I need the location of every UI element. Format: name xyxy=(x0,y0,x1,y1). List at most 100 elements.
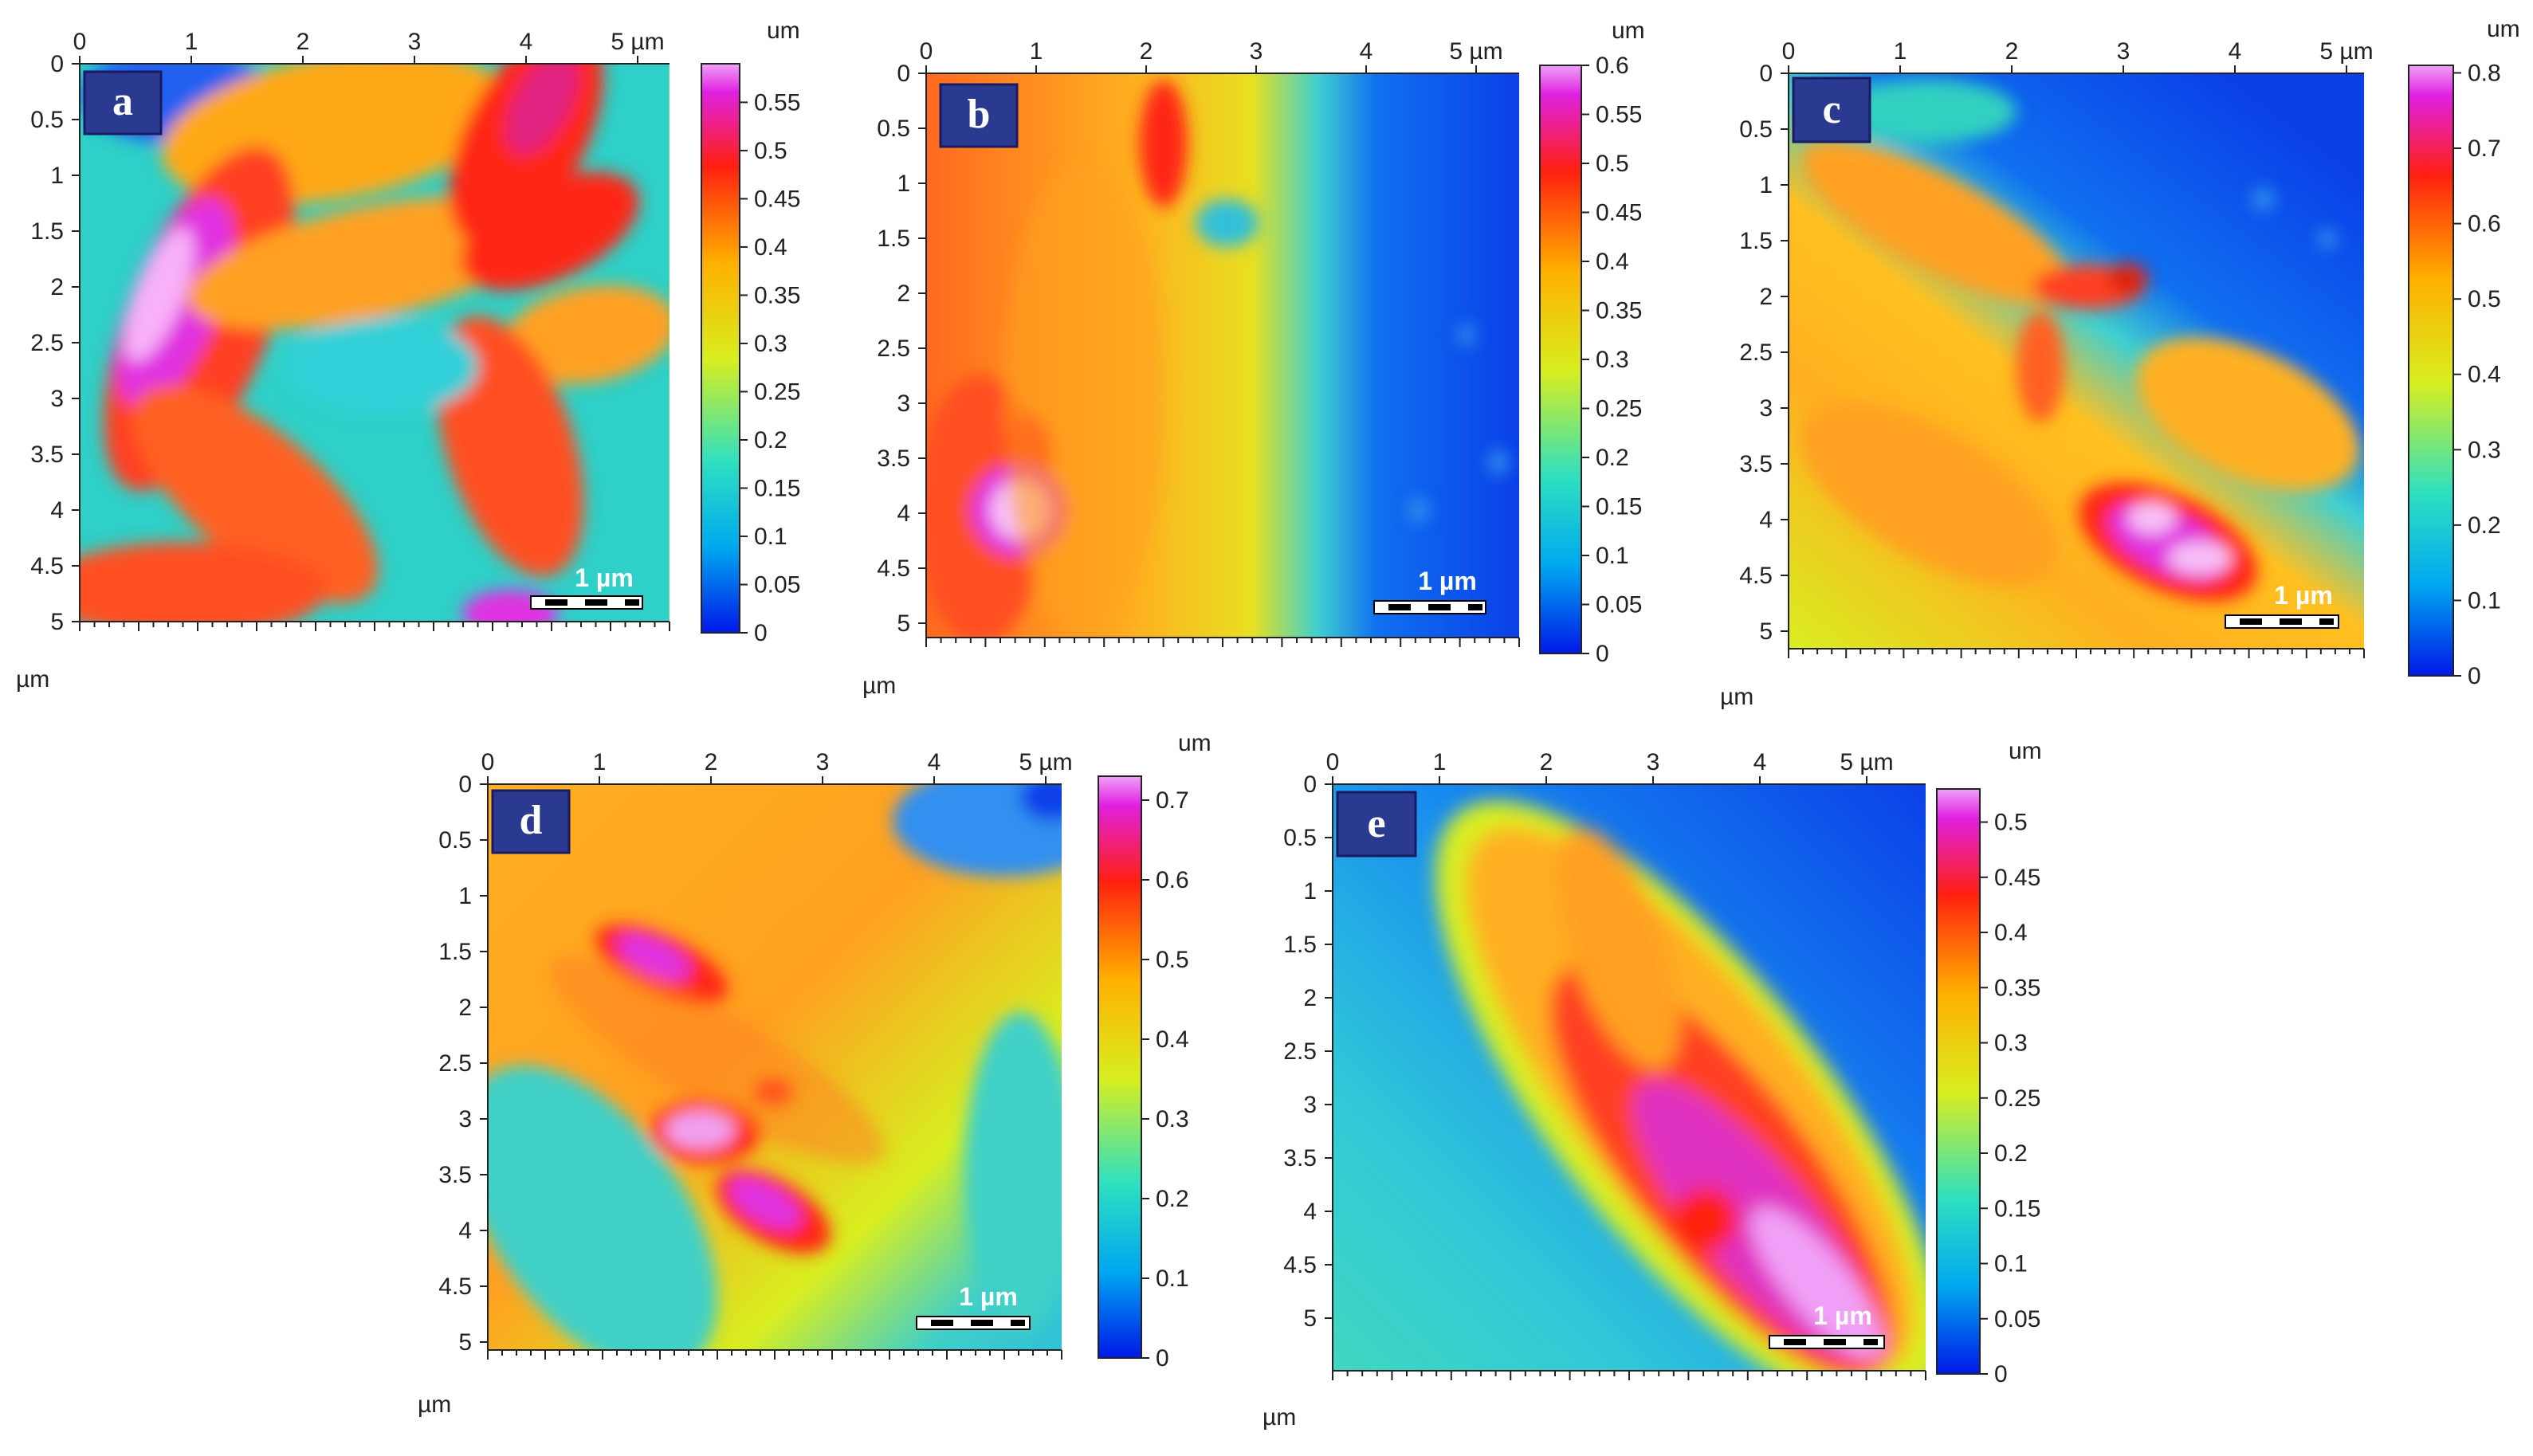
y-tick-label: 1.5 xyxy=(438,939,472,965)
colorbar-tick-label: 0.05 xyxy=(1596,592,1642,618)
x-tick-label: 0 xyxy=(73,29,87,55)
panel-label-badge-d xyxy=(491,789,571,854)
afm-image-d xyxy=(488,784,1062,1350)
colorbar-tick-label: 0.3 xyxy=(1596,347,1629,373)
colorbar-tick-label: 0.2 xyxy=(1596,445,1629,471)
panel-d-svg: 0 1 2 3 4 5 µm 0 0.5 1 1.5 2 2.5 3 3.5 4 4.5 5 µm d 1 µ… xyxy=(418,730,1212,1418)
axis-unit-d: µm xyxy=(418,1391,451,1418)
y-tick-label: 2.5 xyxy=(30,330,64,356)
panel-label-badge-e xyxy=(1336,791,1417,858)
colorbar-tick-label: 0.1 xyxy=(754,524,787,550)
colorbar-d xyxy=(1098,775,1142,1359)
colorbar-tick-label: 0.5 xyxy=(1994,810,2028,836)
colorbar-tick-label: 0.4 xyxy=(1156,1026,1189,1053)
x-tick-label: 4 xyxy=(928,749,941,775)
x-tick-label: 4 xyxy=(520,29,533,55)
y-tick-label: 2.5 xyxy=(438,1050,472,1077)
colorbar-tick-label: 0.45 xyxy=(1596,200,1642,226)
colorbar-tick-label: 0.2 xyxy=(2468,512,2501,539)
colorbar-tick-label: 0.3 xyxy=(754,331,787,357)
y-tick-label: 4.5 xyxy=(1283,1252,1317,1278)
panel-label-b: b xyxy=(968,92,991,137)
colorbar-unit-c: um xyxy=(2487,16,2520,42)
x-tick-label: 0 xyxy=(1326,749,1340,775)
colorbar-tick-label: 0.2 xyxy=(1156,1186,1189,1212)
y-tick-label: 1.5 xyxy=(1739,228,1773,254)
y-tick-label: 3.5 xyxy=(438,1162,472,1188)
colorbar-tick-label: 0.15 xyxy=(754,475,800,501)
y-axis-ticks-c: 0 0.5 1 1.5 2 2.5 3 3.5 4 4.5 5 xyxy=(1739,61,1789,645)
y-tick-label: 1 xyxy=(50,163,64,189)
x-tick-label: 5 µm xyxy=(2319,38,2373,65)
y-tick-label: 3.5 xyxy=(1283,1145,1317,1171)
colorbar-tick-label: 0 xyxy=(1156,1345,1169,1372)
y-tick-label: 1 xyxy=(1759,172,1773,198)
x-axis-ticks-c: 0 1 2 3 4 5 µm xyxy=(1782,38,2374,658)
x-tick-label: 1 xyxy=(185,29,198,55)
y-tick-label: 4 xyxy=(897,500,910,527)
y-tick-label: 3 xyxy=(50,386,64,412)
afm-image-b xyxy=(926,73,1519,638)
x-tick-label: 4 xyxy=(1753,749,1767,775)
panel-a: 0 1 2 3 4 5 µm 0 0.5 1 1.5 2 2.5 3 3.5 4 4.5 5 µm a 1 µ… xyxy=(0,0,845,701)
colorbar-tick-label: 0 xyxy=(2468,663,2481,689)
y-tick-label: 4.5 xyxy=(1739,563,1773,589)
x-axis-ticks-b: 0 1 2 3 4 5 µm xyxy=(920,38,1520,647)
colorbar-b xyxy=(1539,65,1582,654)
y-axis-ticks-e: 0 0.5 1 1.5 2 2.5 3 3.5 4 4.5 5 xyxy=(1283,771,1333,1332)
y-tick-label: 4 xyxy=(1303,1199,1317,1225)
colorbar-e xyxy=(1936,788,1981,1375)
y-axis-ticks-d: 0 0.5 1 1.5 2 2.5 3 3.5 4 4.5 5 xyxy=(438,771,488,1356)
colorbar-tick-label: 0.7 xyxy=(2468,135,2501,162)
scale-bar-b xyxy=(1373,600,1486,614)
colorbar-ticks-c: 0 0.1 0.2 0.3 0.4 0.5 0.6 0.7 0.8 xyxy=(2453,60,2501,689)
colorbar-tick-label: 0 xyxy=(754,620,768,646)
y-tick-label: 2 xyxy=(1759,284,1773,310)
x-tick-label: 2 xyxy=(1140,38,1153,65)
scale-bar-label-d: 1 µm xyxy=(959,1282,1018,1311)
colorbar-tick-label: 0.15 xyxy=(1994,1195,2040,1222)
colorbar-tick-label: 0.05 xyxy=(1994,1306,2040,1332)
y-tick-label: 4 xyxy=(458,1218,472,1244)
colorbar-tick-label: 0.45 xyxy=(1994,865,2040,891)
colorbar-tick-label: 0.1 xyxy=(1994,1251,2028,1277)
colorbar-tick-label: 0.5 xyxy=(754,138,787,164)
colorbar-tick-label: 0.3 xyxy=(2468,437,2501,463)
panel-label-e: e xyxy=(1367,801,1385,846)
colorbar-tick-label: 0.4 xyxy=(754,234,787,261)
panel-c-svg: 0 1 2 3 4 5 µm 0 0.5 1 1.5 2 2.5 3 3.5 4 4.5 5 µm c 1 µ… xyxy=(1720,16,2520,710)
y-tick-label: 0.5 xyxy=(1283,825,1317,851)
axis-unit-c: µm xyxy=(1720,684,1753,710)
colorbar-tick-label: 0.5 xyxy=(2468,286,2501,312)
x-tick-label: 3 xyxy=(2117,38,2130,65)
y-tick-label: 0 xyxy=(1303,771,1317,798)
x-tick-label: 0 xyxy=(1782,38,1796,65)
scale-bar-label-b: 1 µm xyxy=(1418,567,1477,595)
y-tick-label: 0.5 xyxy=(438,827,472,854)
panel-label-badge-b xyxy=(939,83,1019,148)
y-tick-label: 5 xyxy=(50,609,64,635)
y-tick-label: 4 xyxy=(1759,507,1773,533)
x-tick-label: 2 xyxy=(705,749,718,775)
axis-unit-a: µm xyxy=(16,666,49,693)
colorbar-tick-label: 0.7 xyxy=(1156,787,1189,814)
afm-image-a xyxy=(80,64,670,622)
colorbar-ticks-d: 0 0.1 0.2 0.3 0.4 0.5 0.6 0.7 xyxy=(1141,787,1189,1372)
x-tick-label: 3 xyxy=(408,29,422,55)
panel-a-svg: 0 1 2 3 4 5 µm 0 0.5 1 1.5 2 2.5 3 3.5 4 4.5 5 µm a 1 µ… xyxy=(16,18,800,693)
x-tick-label: 1 xyxy=(1030,38,1043,65)
y-tick-label: 0 xyxy=(897,61,910,87)
y-tick-label: 2.5 xyxy=(877,336,910,362)
y-tick-label: 3 xyxy=(1759,395,1773,422)
colorbar-tick-label: 0.5 xyxy=(1596,151,1629,177)
scale-bar-label-e: 1 µm xyxy=(1813,1301,1872,1330)
colorbar-unit-a: um xyxy=(767,18,800,44)
colorbar-tick-label: 0.1 xyxy=(1596,543,1629,569)
x-tick-label: 3 xyxy=(816,749,830,775)
y-tick-label: 1.5 xyxy=(30,218,64,245)
colorbar-tick-label: 0.25 xyxy=(754,379,800,405)
x-tick-label: 2 xyxy=(2005,38,2019,65)
colorbar-tick-label: 0.55 xyxy=(754,89,800,116)
panel-d: 0 1 2 3 4 5 µm 0 0.5 1 1.5 2 2.5 3 3.5 4 4.5 5 µm d 1 µ… xyxy=(399,725,1243,1456)
y-tick-label: 3.5 xyxy=(1739,451,1773,477)
